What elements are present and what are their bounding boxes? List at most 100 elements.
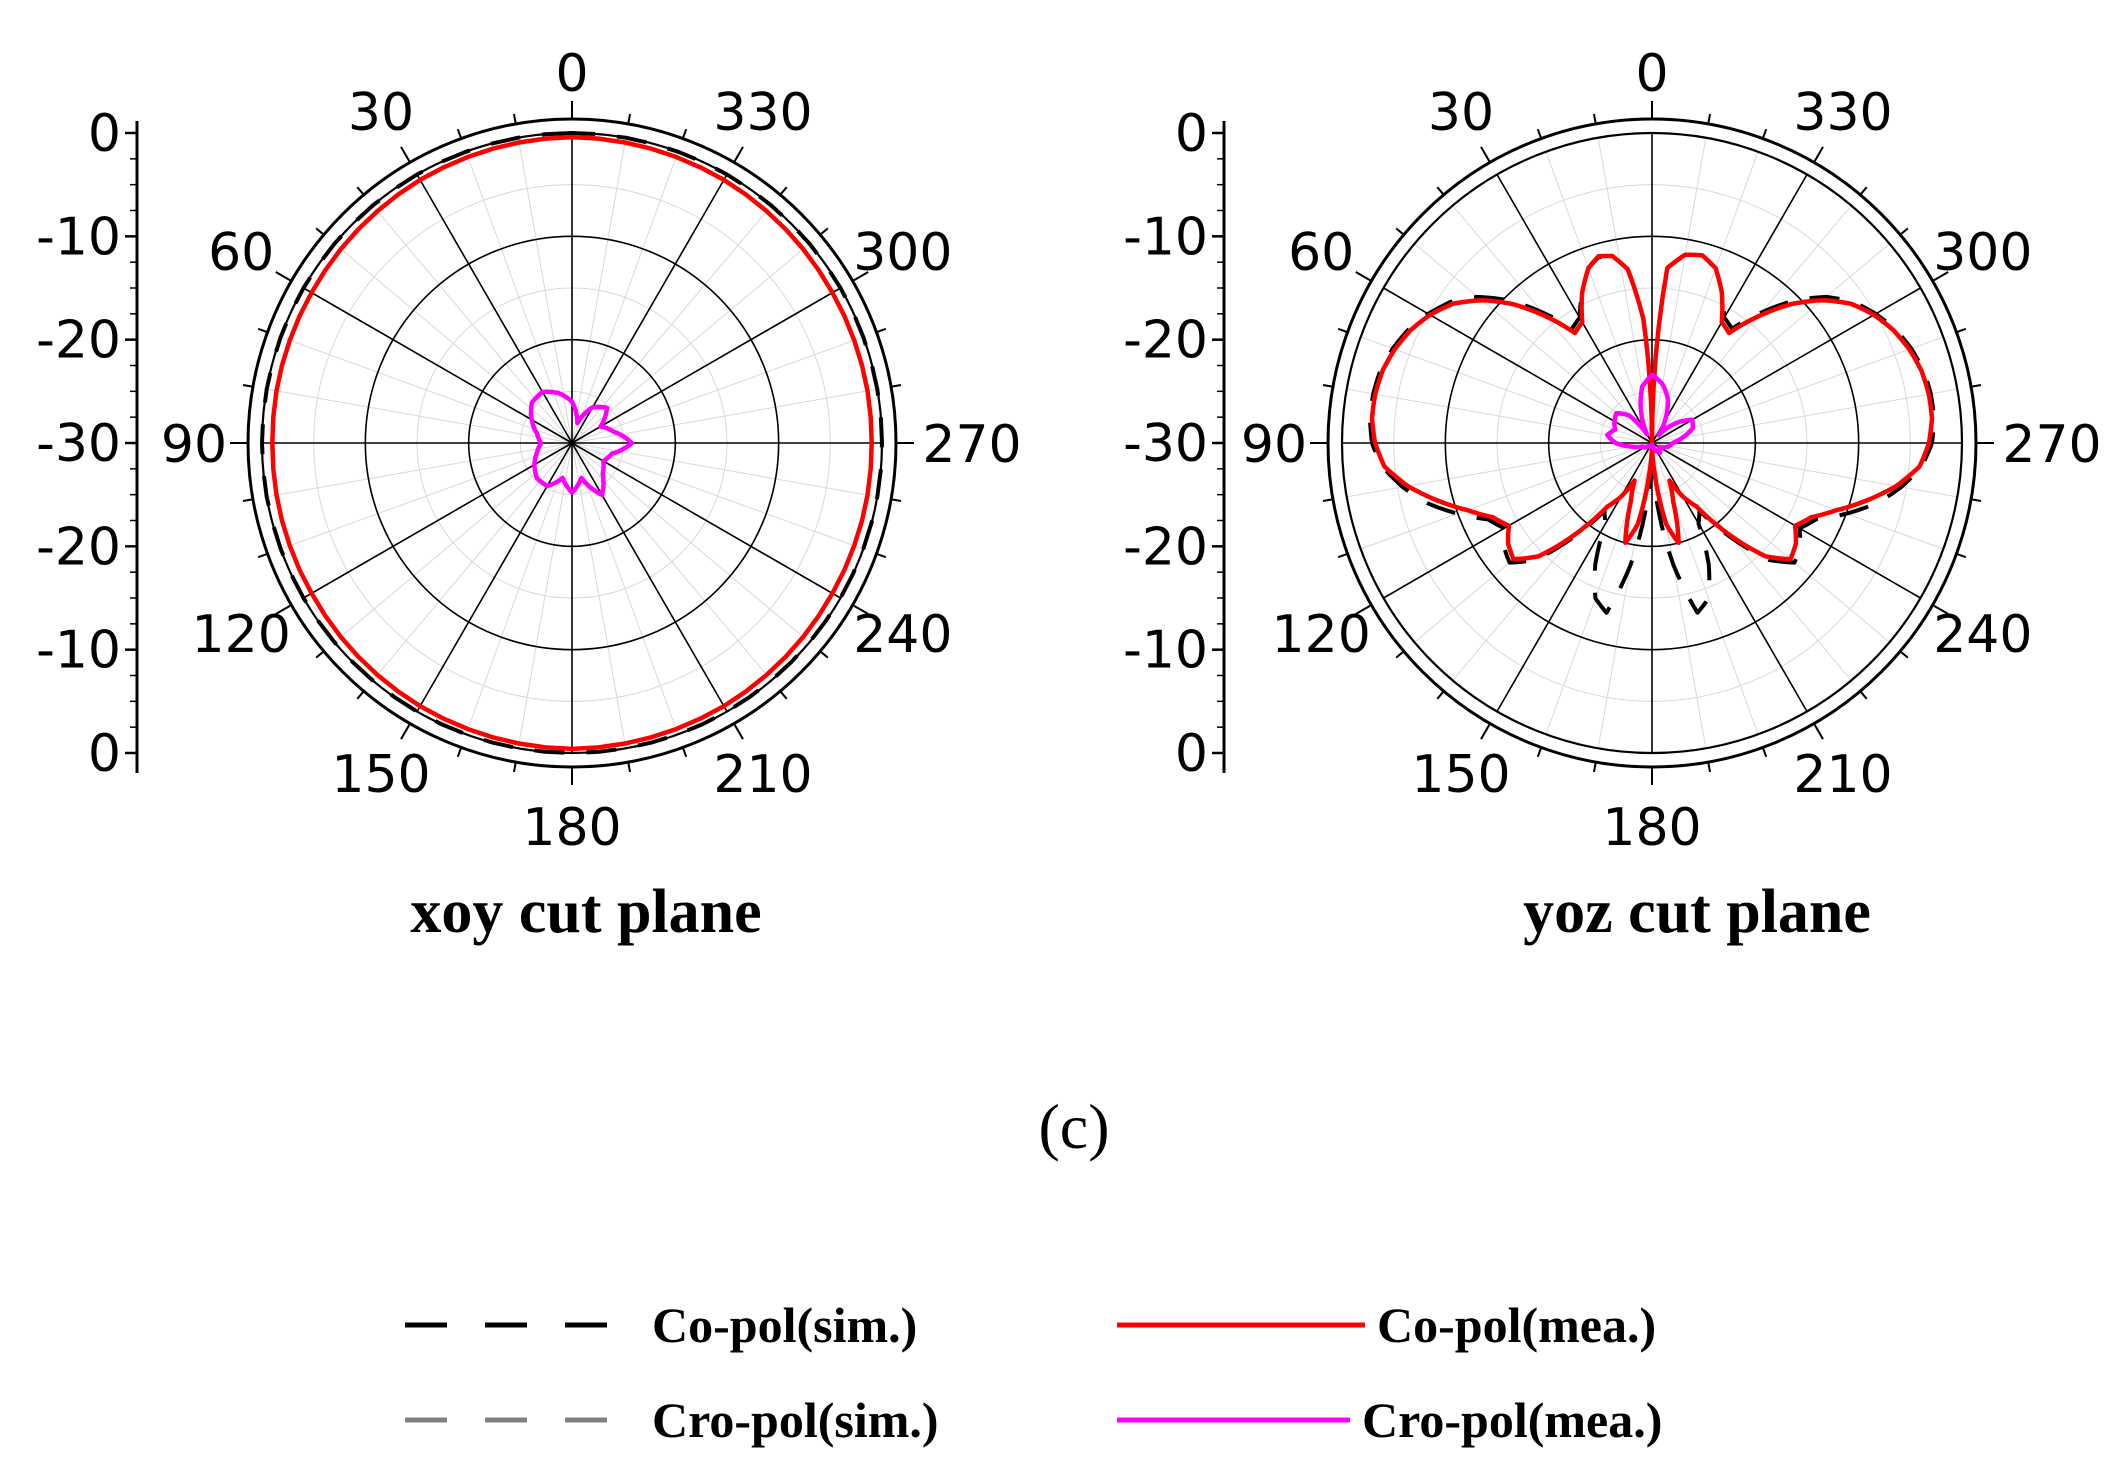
angle-tick [1355, 271, 1372, 282]
series-cro-mea-curve [528, 389, 635, 498]
angle-tick [400, 723, 411, 740]
angle-tick [456, 128, 463, 139]
series-cro-mea-curve [1604, 372, 1696, 455]
angle-tick [1932, 271, 1949, 282]
angle-tick [1395, 227, 1405, 236]
radial-tick-label: -20 [1123, 517, 1208, 577]
angle-tick [257, 552, 268, 559]
angle-gridline [416, 174, 573, 444]
angle-tick [1956, 552, 1967, 559]
angle-tick [681, 128, 688, 139]
angle-tick-label: 330 [1793, 83, 1892, 143]
radial-tick-label: 0 [1175, 104, 1208, 164]
angle-tick-label: 180 [522, 798, 621, 858]
angle-tick [1707, 113, 1711, 125]
angle-tick [1707, 761, 1711, 773]
angle-tick-label: 270 [2002, 415, 2101, 475]
angle-tick [400, 146, 411, 163]
angle-tick [1899, 650, 1909, 659]
legend-label: Co-pol(mea.) [1377, 1297, 1656, 1353]
angle-tick [1813, 723, 1824, 740]
angle-tick [890, 384, 902, 388]
radial-tick-label: -20 [36, 517, 121, 577]
angle-tick [1761, 128, 1768, 139]
series-co-sim-curve [260, 131, 884, 755]
yoz-polar-chart: 0 30 60 90 120 150 180 210 240 270 300 330 0 -10 -20 -3… [1123, 44, 2102, 858]
angle-tick-label: 240 [1933, 605, 2032, 665]
angle-tick [1813, 146, 1824, 163]
radial-tick-label: -20 [1123, 311, 1208, 371]
angle-tick [1970, 384, 1982, 388]
angle-tick [1337, 327, 1348, 334]
angle-gridline [1383, 442, 1653, 599]
angle-gridline [1651, 442, 1921, 599]
angle-gridline [571, 287, 841, 444]
radial-tick-label: -30 [36, 414, 121, 474]
angle-tick [513, 113, 517, 125]
angle-tick-label: 330 [713, 83, 812, 143]
angle-tick [1899, 227, 1909, 236]
angle-tick-label: 300 [853, 223, 952, 283]
angle-gridline [571, 442, 728, 712]
angle-tick [852, 271, 869, 282]
angle-tick-label: 300 [1933, 223, 2032, 283]
angle-tick [242, 384, 254, 388]
legend-label: Cro-pol(sim.) [652, 1392, 939, 1448]
angle-gridline [571, 442, 841, 599]
angle-tick [513, 761, 517, 773]
radial-tick-label: -30 [1123, 414, 1208, 474]
angle-tick [779, 690, 788, 700]
angle-gridline [571, 174, 728, 444]
angle-tick [890, 498, 902, 502]
radial-tick-label: 0 [88, 724, 121, 784]
angle-tick [1536, 747, 1543, 758]
angle-tick [1593, 761, 1597, 773]
angle-tick [1932, 604, 1949, 615]
angle-tick [627, 113, 631, 125]
angle-tick-label: 270 [922, 415, 1021, 475]
radial-tick-label: -10 [36, 207, 121, 267]
radial-tick-label: -10 [36, 621, 121, 681]
angle-tick [356, 690, 365, 700]
radial-tick-label: -10 [1123, 621, 1208, 681]
angle-tick [627, 761, 631, 773]
angle-tick [1480, 723, 1491, 740]
angle-tick-label: 30 [1428, 83, 1494, 143]
radial-tick-label: -20 [36, 311, 121, 371]
angle-tick [1859, 690, 1868, 700]
angle-tick-label: 240 [853, 605, 952, 665]
angle-tick-label: 120 [192, 605, 291, 665]
angle-tick-label: 30 [348, 83, 414, 143]
xoy-plane-title: xoy cut plane [410, 878, 761, 946]
legend: Co-pol(sim.) Co-pol(mea.) Cro-pol(sim.) Cro… [405, 1297, 1662, 1448]
angle-tick [456, 747, 463, 758]
angle-tick [819, 650, 829, 659]
angle-gridline [1651, 174, 1808, 444]
radial-tick-label: -10 [1123, 207, 1208, 267]
angle-tick-label: 120 [1272, 605, 1371, 665]
angle-tick [733, 146, 744, 163]
angle-tick [1322, 384, 1334, 388]
angle-tick [275, 604, 292, 615]
series-co-mea-curve [270, 134, 874, 752]
angle-tick-label: 150 [331, 745, 430, 805]
angle-tick [1970, 498, 1982, 502]
angle-tick [681, 747, 688, 758]
angle-tick-label: 0 [555, 44, 588, 104]
xoy-polar-chart: 0 30 60 90 120 150 180 210 240 270 300 330 0 -10 -20 -3… [36, 44, 1022, 858]
angle-tick [876, 552, 887, 559]
angle-tick [242, 498, 254, 502]
yoz-plane-title: yoz cut plane [1523, 878, 1871, 946]
angle-tick-label: 60 [1288, 223, 1354, 283]
angle-tick [315, 650, 325, 659]
angle-tick [1956, 327, 1967, 334]
angle-tick [1761, 747, 1768, 758]
angle-tick-label: 90 [1241, 415, 1307, 475]
angle-tick [1436, 186, 1445, 196]
angle-tick-label: 150 [1411, 745, 1510, 805]
angle-tick [315, 227, 325, 236]
angle-tick [819, 227, 829, 236]
angle-tick [1436, 690, 1445, 700]
angle-tick [1322, 498, 1334, 502]
